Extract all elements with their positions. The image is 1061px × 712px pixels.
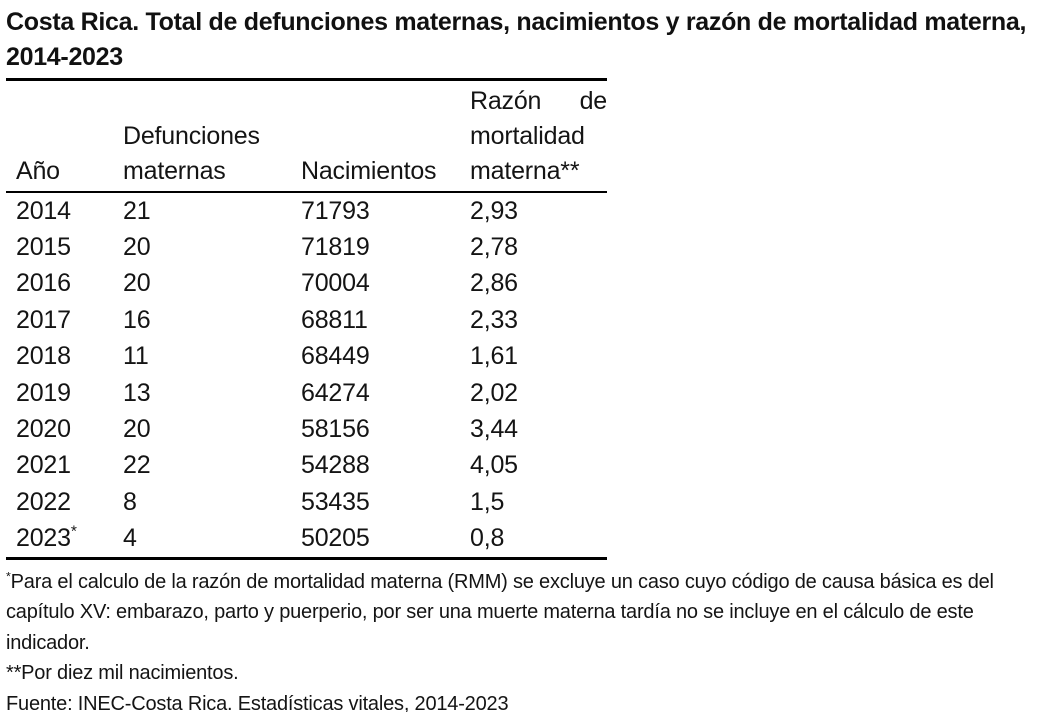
table-title: Costa Rica. Total de defunciones materna… xyxy=(6,8,1027,71)
header-mmr-line2: mortalidad xyxy=(470,122,585,150)
source-line: Fuente: INEC-Costa Rica. Estadísticas vi… xyxy=(6,692,509,712)
maternal-deaths-cell: 11 xyxy=(123,342,149,371)
header-births-label: Nacimientos xyxy=(301,157,437,185)
header-maternal-deaths-line2: maternas xyxy=(123,157,226,185)
header-year-label: Año xyxy=(16,157,60,185)
footnote-rmm-exclusion: *Para el calculo de la razón de mortalid… xyxy=(6,567,1058,659)
mmr-cell: 2,02 xyxy=(470,378,518,407)
mmr-cell: 2,86 xyxy=(470,269,518,298)
births-cell: 68811 xyxy=(301,305,368,334)
maternal-mortality-table: Año Defunciones maternas Nacimientos Raz… xyxy=(6,78,607,560)
table-row: 2018 11 68449 1,61 xyxy=(6,339,607,375)
header-mmr-line1-right: de xyxy=(579,87,608,115)
header-mmr: Razón de mortalidad materna** xyxy=(470,79,607,193)
mmr-cell: 1,5 xyxy=(470,487,505,516)
births-cell: 71819 xyxy=(301,233,370,262)
births-cell: 54288 xyxy=(301,451,370,480)
births-cell: 64274 xyxy=(301,378,370,407)
asterisk-marker: * xyxy=(6,569,11,584)
mmr-cell: 4,05 xyxy=(470,451,518,480)
maternal-deaths-cell: 4 xyxy=(123,524,137,553)
footnote-per-ten-thousand-births: **Por diez mil nacimientos. xyxy=(6,662,239,685)
table-row: 2020 20 58156 3,44 xyxy=(6,411,607,447)
header-mmr-line1: Razón de xyxy=(470,84,607,119)
footnotes: *Para el calculo de la razón de mortalid… xyxy=(6,567,1058,712)
table-row: 2022 8 53435 1,5 xyxy=(6,484,607,520)
header-year: Año xyxy=(6,79,123,193)
year-cell: 2020 xyxy=(16,415,71,444)
table-body: 2014 21 71793 2,93 2015 20 71819 2,78 2016 20 7000… xyxy=(6,192,607,558)
table-row: 2023* 4 50205 0,8 xyxy=(6,521,607,559)
table-row: 2019 13 64274 2,02 xyxy=(6,375,607,411)
year-cell: 2021 xyxy=(16,451,71,480)
mmr-cell: 2,93 xyxy=(470,196,518,225)
table-row: 2014 21 71793 2,93 xyxy=(6,192,607,229)
header-row: Año Defunciones maternas Nacimientos Raz… xyxy=(6,79,607,193)
maternal-deaths-cell: 13 xyxy=(123,378,151,407)
year-cell: 2016 xyxy=(16,269,71,298)
mmr-cell: 1,61 xyxy=(470,342,518,371)
births-cell: 71793 xyxy=(301,196,370,225)
maternal-deaths-cell: 21 xyxy=(123,196,151,225)
table-header: Año Defunciones maternas Nacimientos Raz… xyxy=(6,79,607,193)
maternal-deaths-cell: 20 xyxy=(123,415,151,444)
year-cell: 2022 xyxy=(16,487,71,516)
maternal-deaths-cell: 20 xyxy=(123,233,151,262)
year-cell: 2018 xyxy=(16,342,71,371)
year-cell: 2017 xyxy=(16,305,71,334)
births-cell: 70004 xyxy=(301,269,370,298)
mmr-cell: 2,78 xyxy=(470,233,518,262)
header-mmr-line1-left: Razón xyxy=(470,87,542,115)
asterisk-marker: * xyxy=(70,523,77,541)
mmr-cell: 0,8 xyxy=(470,524,505,553)
table-row: 2015 20 71819 2,78 xyxy=(6,229,607,265)
header-maternal-deaths-line1: Defunciones xyxy=(123,122,260,150)
maternal-deaths-cell: 8 xyxy=(123,487,137,516)
births-cell: 68449 xyxy=(301,342,370,371)
maternal-deaths-cell: 16 xyxy=(123,305,151,334)
maternal-deaths-cell: 22 xyxy=(123,451,151,480)
table-row: 2016 20 70004 2,86 xyxy=(6,266,607,302)
table-row: 2021 22 54288 4,05 xyxy=(6,448,607,484)
year-cell: 2023* xyxy=(16,523,77,553)
year-cell: 2015 xyxy=(16,233,71,262)
table-row: 2017 16 68811 2,33 xyxy=(6,302,607,338)
births-cell: 50205 xyxy=(301,524,370,553)
maternal-deaths-cell: 20 xyxy=(123,269,151,298)
header-births: Nacimientos xyxy=(301,79,470,193)
mmr-cell: 3,44 xyxy=(470,415,518,444)
births-cell: 53435 xyxy=(301,487,370,516)
header-mmr-line3: materna** xyxy=(470,157,580,185)
births-cell: 58156 xyxy=(301,415,370,444)
footnote-rmm-exclusion-text: Para el calculo de la razón de mortalida… xyxy=(6,570,994,654)
year-cell: 2019 xyxy=(16,378,71,407)
year-cell: 2014 xyxy=(16,196,71,225)
mmr-cell: 2,33 xyxy=(470,305,518,334)
header-maternal-deaths: Defunciones maternas xyxy=(123,79,301,193)
